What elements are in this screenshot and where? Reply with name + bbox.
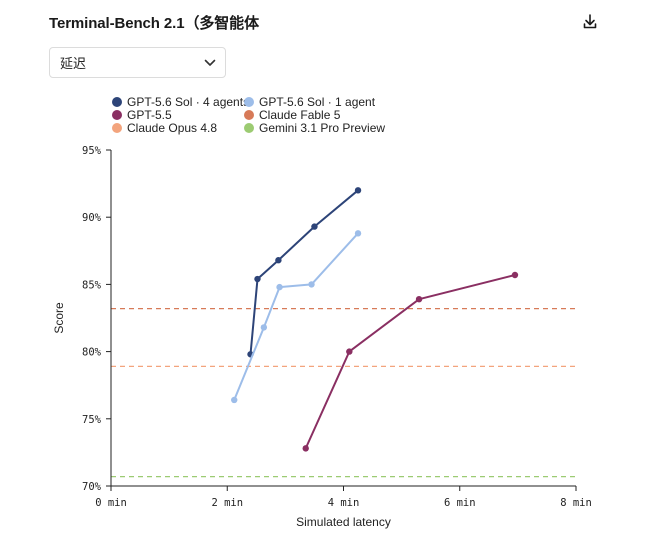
data-point [346, 348, 353, 355]
data-point [415, 295, 423, 303]
data-point [302, 445, 309, 452]
y-tick-label: 70% [82, 481, 102, 493]
download-icon [583, 14, 597, 34]
chevron-down-icon [204, 57, 216, 69]
metric-select[interactable]: 延迟 [49, 47, 226, 78]
legend-label: Gemini 3.1 Pro Preview [259, 121, 385, 135]
chart-series [231, 187, 519, 452]
y-tick-label: 90% [82, 212, 102, 224]
legend-label: Claude Fable 5 [259, 108, 341, 122]
chart-axes: 70% 75% 80% 85% 90% 95% 0 min 2 min 4 min 6 min 8 … [52, 145, 592, 529]
x-tick-label: 8 min [560, 497, 592, 509]
legend-label: Claude Opus 4.8 [127, 121, 217, 135]
data-point [308, 281, 315, 288]
data-point [354, 230, 362, 237]
legend-marker [112, 110, 122, 120]
data-point [275, 257, 282, 264]
page-title: Terminal-Bench 2.1（多智能体 [49, 15, 259, 32]
reference-lines [111, 307, 576, 478]
x-tick-label: 6 min [444, 497, 476, 509]
data-point [254, 275, 261, 283]
x-axis-label: Simulated latency [296, 515, 391, 529]
y-tick-label: 75% [82, 414, 102, 426]
legend-label: GPT-5.6 Sol · 4 agents [127, 95, 249, 109]
data-point [354, 187, 362, 194]
x-tick-label: 0 min [95, 497, 127, 509]
y-tick-label: 85% [82, 279, 102, 291]
download-button[interactable] [578, 12, 602, 36]
y-tick-label: 95% [82, 145, 102, 157]
data-point [276, 283, 283, 291]
data-point [231, 396, 238, 404]
legend-marker [244, 97, 254, 107]
data-point [511, 271, 519, 279]
data-point [260, 324, 268, 331]
x-tick-label: 2 min [211, 497, 243, 509]
x-tick-label: 4 min [328, 497, 360, 509]
y-tick-label: 80% [82, 347, 102, 359]
series-line [304, 274, 516, 450]
y-axis-label: Score [52, 302, 66, 334]
legend-marker [244, 123, 254, 133]
series-line [249, 189, 359, 356]
chart-legend: GPT-5.6 Sol · 4 agents GPT-5.6 Sol · 1 ag… [112, 95, 385, 135]
legend-marker [112, 123, 122, 133]
legend-label: GPT-5.5 [127, 108, 172, 122]
legend-marker [244, 110, 254, 120]
metric-select-value: 延迟 [60, 56, 87, 71]
data-point [311, 223, 318, 230]
legend-label: GPT-5.6 Sol · 1 agent [259, 95, 376, 109]
legend-marker [112, 97, 122, 107]
